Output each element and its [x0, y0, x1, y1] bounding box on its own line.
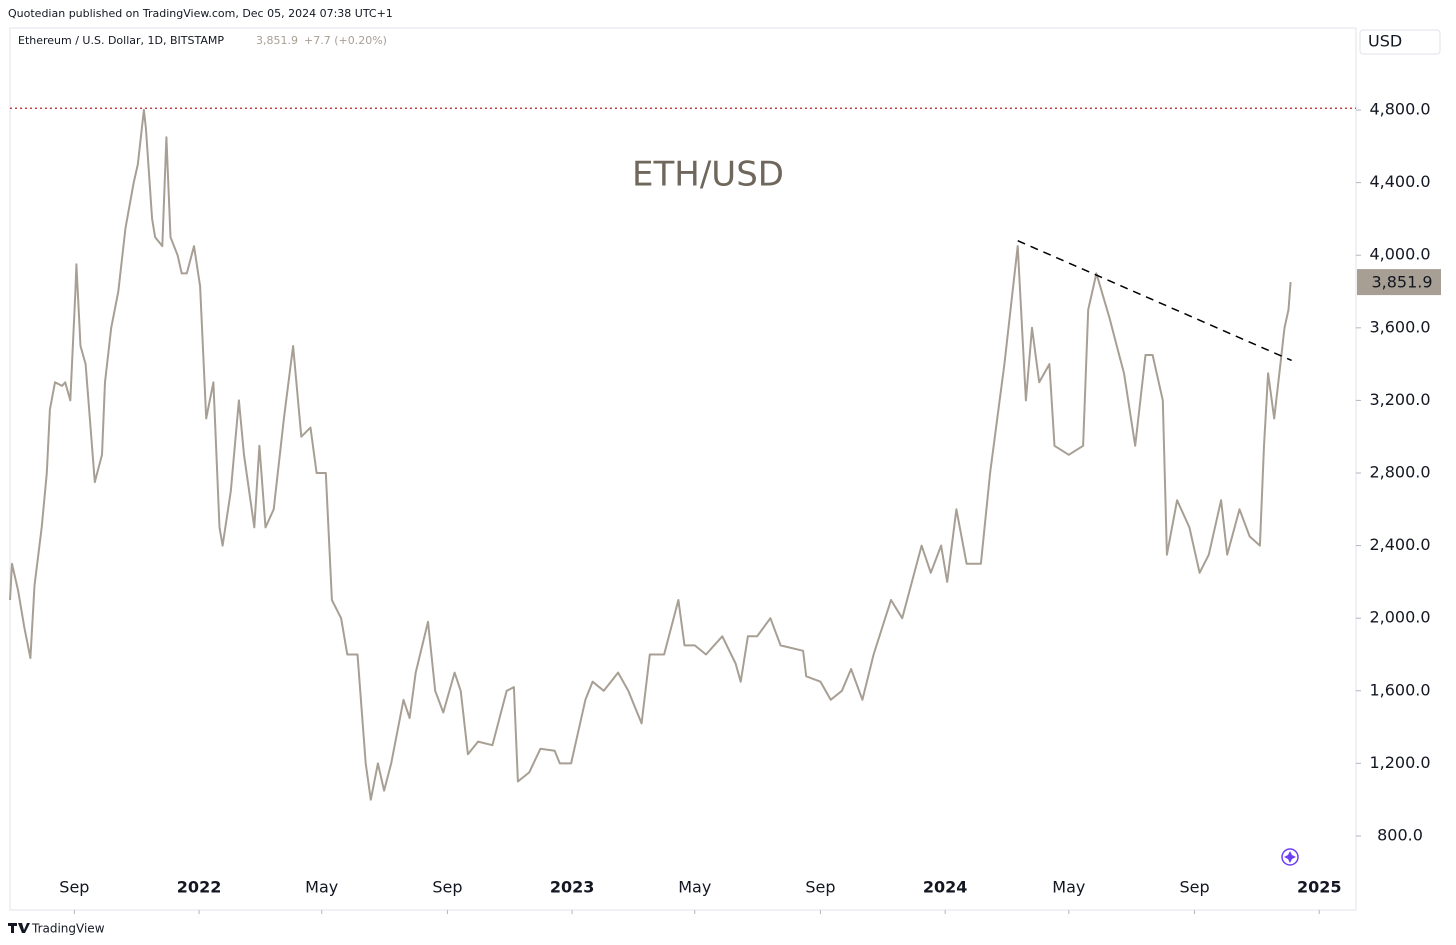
- x-tick-label: Sep: [59, 878, 89, 897]
- last-price-label: 3,851.9: [1371, 273, 1432, 292]
- x-tick-label: 2024: [923, 878, 968, 897]
- x-tick-label: 2022: [177, 878, 222, 897]
- x-tick-label: Sep: [432, 878, 462, 897]
- chart-title: ETH/USD: [632, 155, 784, 195]
- y-tick-label: 3,200.0: [1369, 390, 1430, 409]
- x-tick-label: May: [305, 878, 338, 897]
- x-tick-label: May: [678, 878, 711, 897]
- price-line: [9, 109, 1292, 801]
- header-price: 3,851.9: [256, 34, 298, 47]
- x-tick-label: 2023: [550, 878, 595, 897]
- tv-logo: [8, 923, 30, 933]
- y-tick-label: 4,800.0: [1369, 100, 1430, 119]
- replay-icon[interactable]: [1281, 848, 1299, 866]
- x-tick-label: 2025: [1297, 878, 1342, 897]
- y-tick-label: 2,400.0: [1369, 535, 1430, 554]
- y-tick-label: 4,000.0: [1369, 245, 1430, 264]
- y-tick-label: 3,600.0: [1369, 317, 1430, 336]
- y-tick-label: 800.0: [1377, 825, 1423, 844]
- header-change: +7.7 (+0.20%): [304, 34, 387, 47]
- x-tick-label: Sep: [805, 878, 835, 897]
- y-tick-label: 2,000.0: [1369, 608, 1430, 627]
- x-tick-label: Sep: [1179, 878, 1209, 897]
- y-tick-label: 4,400.0: [1369, 172, 1430, 191]
- trendline: [1017, 240, 1292, 362]
- y-tick-label: 2,800.0: [1369, 462, 1430, 481]
- y-tick-label: 1,600.0: [1369, 680, 1430, 699]
- symbol: Ethereum / U.S. Dollar, 1D, BITSTAMP: [18, 34, 224, 47]
- currency-button[interactable]: [1359, 29, 1441, 55]
- replay-icon-star[interactable]: [1284, 851, 1296, 863]
- y-tick-label: 1,200.0: [1369, 753, 1430, 772]
- last-price-box: [1357, 269, 1441, 296]
- plot-frame: [9, 27, 1357, 911]
- x-tick-label: May: [1052, 878, 1085, 897]
- footer: TradingView: [31, 922, 105, 936]
- currency[interactable]: USD: [1368, 32, 1402, 51]
- publisher: Quotedian published on TradingView.com, …: [8, 7, 393, 20]
